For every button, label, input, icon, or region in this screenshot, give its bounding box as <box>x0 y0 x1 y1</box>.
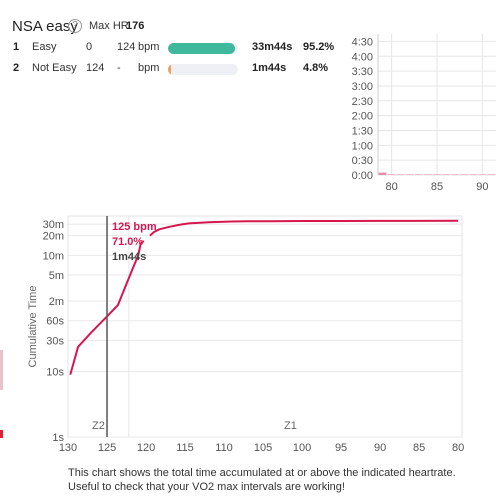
histogram-bar <box>487 174 496 175</box>
zone-bar <box>168 43 238 54</box>
histogram-bar <box>469 174 478 175</box>
mini-histogram-plot: 0:00 0:30 1:00 1:30 2:00 2:30 3:00 3:30 4:00 4:30… <box>352 34 496 193</box>
mini-histogram: 0:00 0:30 1:00 1:30 2:00 2:30 3:00 3:30 4:00 4:30… <box>340 28 496 196</box>
zone-bar-fill <box>168 43 235 54</box>
x-tick-label: 85 <box>413 442 425 454</box>
zone-high: 124 <box>117 41 136 53</box>
y-tick-label: 1:00 <box>352 140 373 152</box>
cumulative-series-line <box>69 240 145 375</box>
y-tick-label: 2m <box>49 296 64 308</box>
zone-time: 1m44s <box>252 62 287 74</box>
x-tick-label: 80 <box>385 181 397 193</box>
max-hr-label: Max HR <box>89 20 129 32</box>
histogram-bar <box>405 174 414 175</box>
zone-low: 0 <box>86 41 93 53</box>
y-tick-label: 1s <box>52 432 64 444</box>
histogram-bar <box>442 174 450 175</box>
y-tick-label: 5m <box>49 270 64 282</box>
max-hr-value: 176 <box>126 20 145 32</box>
zone-percent: 4.8% <box>303 62 329 74</box>
histogram-bar <box>387 174 396 175</box>
y-tick-label: 2:00 <box>352 111 373 123</box>
adjacent-chart-edge <box>0 430 3 438</box>
y-tick-label: 0:00 <box>352 170 373 182</box>
x-tick-label: 90 <box>374 442 386 454</box>
y-tick-label: 2:30 <box>352 96 373 108</box>
zone-bar-fill <box>168 64 172 75</box>
x-tick-label: 130 <box>59 442 77 454</box>
y-tick-label: 10m <box>43 250 64 262</box>
zone-name: Not Easy <box>32 62 77 74</box>
histogram-bar <box>478 174 487 175</box>
x-tick-label: 105 <box>254 442 272 454</box>
y-axis-title: Cumulative Time <box>27 286 39 368</box>
zone-row-1: 1 Easy 0 124 bpm 33m44s 95.2% <box>0 41 340 59</box>
zone-index: 2 <box>13 62 20 74</box>
zone-bar <box>168 64 238 75</box>
y-tick-label: 30s <box>46 335 64 347</box>
chart-caption: This chart shows the total time accumula… <box>68 467 456 493</box>
zone-label: Z2 <box>92 420 105 432</box>
cumulative-time-chart[interactable]: 1s 10s 30s 60s 2m 5m 10m 20m 30m 130 125 120 115 110 1… <box>0 200 496 470</box>
histogram-bar <box>424 174 432 175</box>
histogram-bar <box>414 174 423 175</box>
y-tick-label: 30m <box>43 219 64 231</box>
x-tick-label: 95 <box>335 442 347 454</box>
zone-time: 33m44s <box>252 41 293 53</box>
y-tick-label: 3:00 <box>352 81 373 93</box>
x-tick-label: 110 <box>215 442 233 454</box>
zone-row-2: 2 Not Easy 124 - bpm 1m44s 4.8% <box>0 62 340 80</box>
zone-index: 1 <box>13 41 20 53</box>
y-tick-label: 4:00 <box>352 51 373 63</box>
cursor-percent-label: 71.0% <box>112 236 143 248</box>
plot-frame <box>67 215 463 438</box>
zone-low: 124 <box>86 62 105 74</box>
y-tick-label: 1:30 <box>352 125 373 137</box>
zones-title: NSA easy <box>12 18 78 35</box>
y-tick-label: 4:30 <box>352 36 373 48</box>
x-tick-label: 80 <box>452 442 464 454</box>
histogram-bar <box>451 174 460 175</box>
x-tick-label: 120 <box>137 442 155 454</box>
y-tick-label: 20m <box>43 231 64 243</box>
x-tick-label: 115 <box>176 442 194 454</box>
help-icon[interactable]: ? <box>68 19 82 33</box>
adjacent-chart-edge <box>0 350 3 390</box>
cumulative-series-line <box>149 219 459 237</box>
cursor-bpm-label: 125 bpm <box>112 221 157 233</box>
histogram-bar <box>378 172 387 175</box>
x-tick-label: 100 <box>293 442 311 454</box>
y-tick-label: 10s <box>46 367 64 379</box>
x-tick-label: 85 <box>431 181 443 193</box>
x-tick-label: 125 <box>98 442 116 454</box>
y-tick-label: 60s <box>46 316 64 328</box>
zone-name: Easy <box>32 41 57 53</box>
zone-label: Z1 <box>284 420 297 432</box>
cursor-time-label: 1m44s <box>112 251 146 263</box>
y-tick-label: 3:30 <box>352 66 373 78</box>
zone-percent: 95.2% <box>303 41 335 53</box>
zone-unit: bpm <box>138 62 160 74</box>
histogram-bar <box>396 174 405 175</box>
histogram-bar <box>460 174 469 175</box>
zone-unit: bpm <box>138 41 160 53</box>
y-tick-label: 0:30 <box>352 155 373 167</box>
zone-separator: - <box>117 62 121 74</box>
histogram-bar <box>433 174 441 175</box>
x-tick-label: 90 <box>476 181 488 193</box>
